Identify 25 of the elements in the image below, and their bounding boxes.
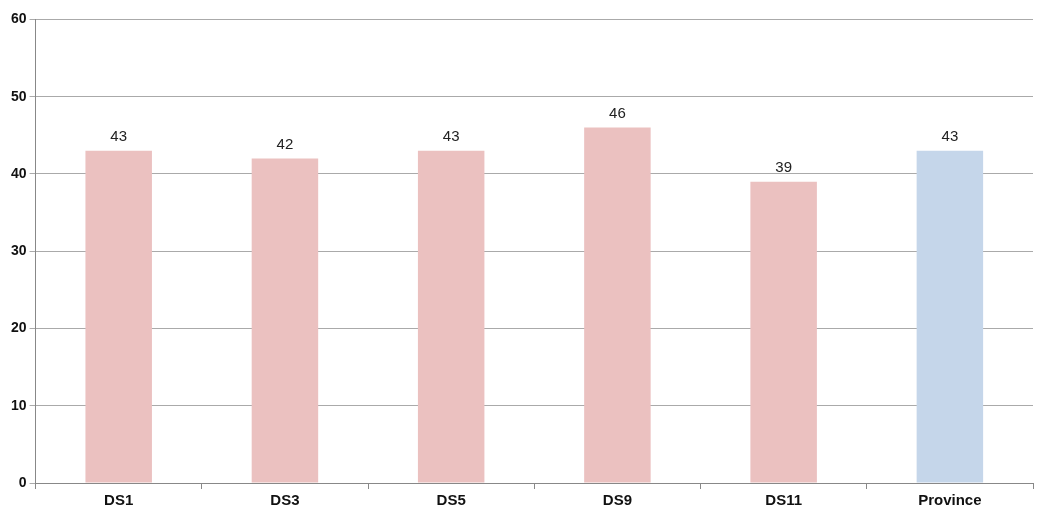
y-tick-label: 60 [10, 10, 27, 27]
y-tick-label: 40 [10, 164, 27, 181]
y-tick-label: 30 [10, 242, 27, 259]
data-label: 39 [775, 158, 792, 176]
y-tick-label: 20 [10, 319, 27, 336]
x-tick-label: DS3 [270, 491, 300, 509]
x-tick-label: DS9 [602, 491, 632, 509]
bar [584, 127, 651, 483]
y-tick-label: 0 [18, 473, 27, 490]
x-tick-label: Province [918, 491, 982, 509]
bar [251, 158, 319, 483]
y-tick-label: 10 [10, 396, 27, 413]
x-tick-label: DS5 [436, 491, 466, 509]
bar [85, 150, 152, 483]
bar [417, 150, 485, 483]
bar [916, 150, 984, 483]
data-label: 46 [609, 104, 626, 122]
x-tick-label: DS1 [104, 491, 134, 509]
x-tick-label: DS11 [765, 491, 802, 509]
data-label: 43 [941, 127, 959, 145]
data-label: 42 [276, 135, 294, 153]
data-label: 43 [442, 127, 460, 145]
data-label: 43 [110, 127, 128, 145]
bar [750, 181, 817, 483]
y-tick-label: 50 [10, 87, 27, 104]
